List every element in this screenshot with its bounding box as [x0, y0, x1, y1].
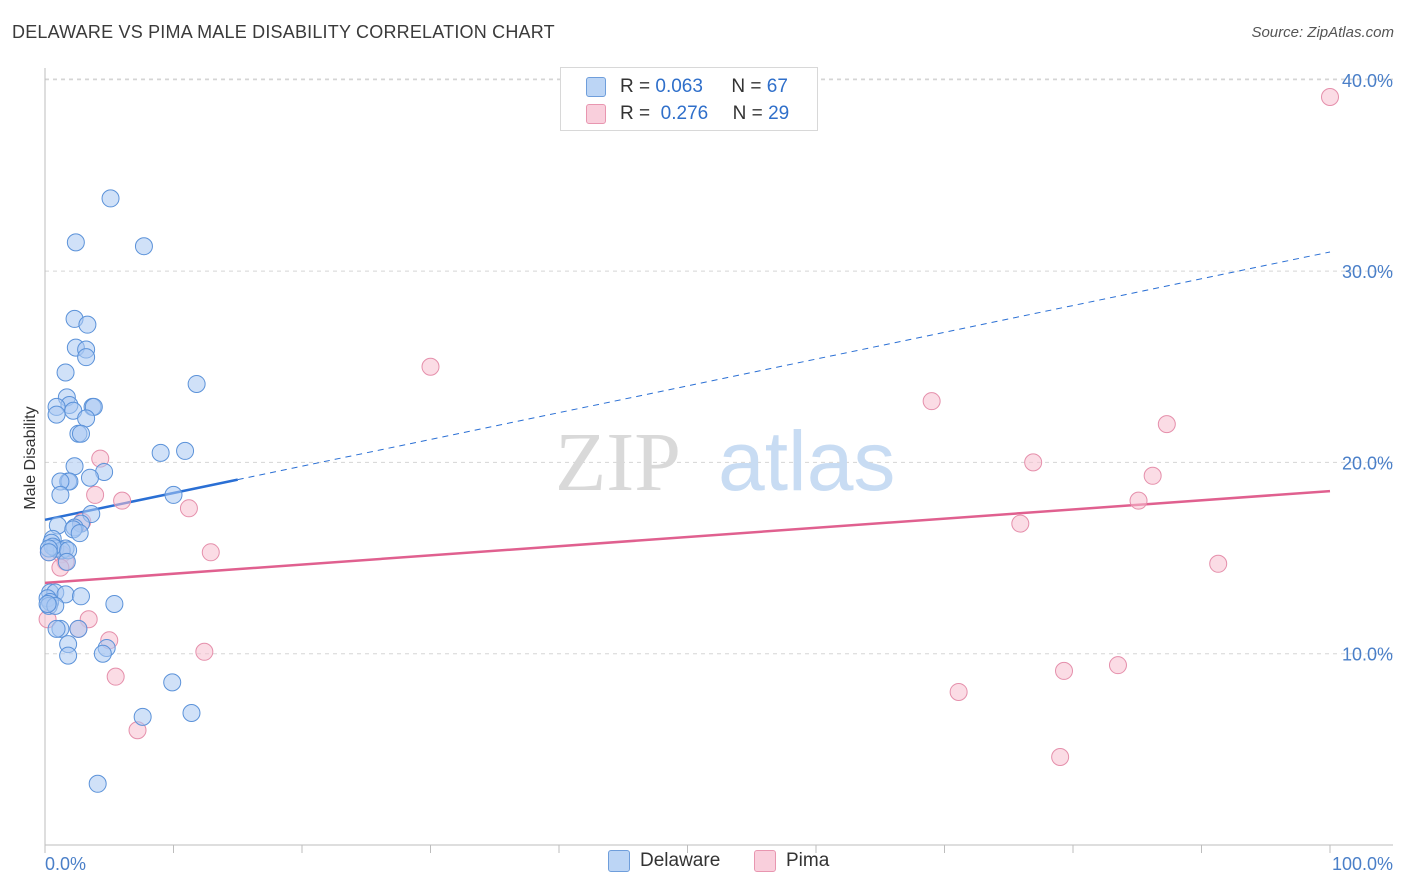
- delaware-point: [134, 237, 153, 256]
- pima-point: [1051, 748, 1070, 767]
- pima-point: [1011, 514, 1030, 533]
- pima-point: [1209, 554, 1228, 573]
- delaware-trend-line: [44, 478, 239, 522]
- delaware-n-value: 67: [766, 76, 788, 97]
- pima-trend-line: [44, 489, 1331, 585]
- pima-point: [421, 357, 440, 376]
- delaware-point: [47, 405, 66, 424]
- legend-item-pima: Pima: [754, 850, 829, 872]
- delaware-point: [77, 409, 96, 428]
- legend-row-pima: R = 0.276 N = 29: [586, 101, 789, 127]
- y-tick-label: 20.0%: [1342, 453, 1393, 473]
- delaware-point: [151, 443, 170, 462]
- y-tick-label: 30.0%: [1342, 262, 1393, 282]
- delaware-point: [65, 457, 84, 476]
- delaware-point: [47, 619, 66, 638]
- pima-r-value: 0.276: [660, 103, 709, 124]
- delaware-point: [80, 468, 99, 487]
- pima-point: [113, 491, 132, 510]
- legend-row-delaware: R = 0.063 N = 67: [586, 74, 788, 100]
- pima-n-label: N =: [732, 103, 763, 124]
- delaware-point: [176, 441, 195, 460]
- pima-point: [1143, 466, 1162, 485]
- pima-point: [1321, 88, 1339, 107]
- delaware-n-label: N =: [731, 76, 762, 97]
- delaware-swatch: [586, 77, 606, 97]
- pima-point: [201, 543, 220, 562]
- series-legend: Delaware Pima: [0, 850, 1406, 878]
- delaware-point: [56, 363, 75, 382]
- pima-r-label: R =: [620, 103, 651, 124]
- legend-delaware-swatch: [608, 850, 630, 872]
- delaware-r-value: 0.063: [655, 76, 703, 97]
- delaware-point: [51, 485, 70, 504]
- delaware-r-label: R =: [620, 76, 651, 97]
- pima-point: [106, 667, 125, 686]
- delaware-point: [38, 594, 57, 613]
- pima-point: [1055, 661, 1074, 680]
- legend-pima-label: Pima: [786, 850, 830, 871]
- pima-point: [949, 682, 968, 701]
- watermark: ZIP atlas: [555, 414, 895, 509]
- delaware-point: [71, 424, 90, 443]
- pima-n-value: 29: [768, 103, 790, 124]
- correlation-legend: R = 0.063 N = 67 R = 0.276 N = 29: [560, 67, 818, 131]
- y-tick-label: 10.0%: [1342, 645, 1393, 665]
- delaware-point: [105, 594, 124, 613]
- pima-point: [195, 642, 214, 661]
- delaware-point: [77, 348, 96, 367]
- chart-title: DELAWARE VS PIMA MALE DISABILITY CORRELA…: [12, 22, 555, 42]
- x-tick-label-min: 0.0%: [45, 854, 86, 874]
- delaware-point: [69, 619, 88, 638]
- delaware-point: [57, 552, 76, 571]
- pima-point: [1129, 491, 1148, 510]
- delaware-point: [93, 644, 112, 663]
- x-tick-label-max: 100.0%: [1332, 854, 1393, 874]
- legend-delaware-label: Delaware: [640, 850, 721, 871]
- delaware-point: [59, 646, 78, 665]
- axis-labels: 10.0% 20.0% 30.0% 40.0% 0.0% 100.0% Male Disab…: [22, 71, 1393, 874]
- pima-swatch: [586, 104, 606, 124]
- delaware-point: [66, 233, 85, 252]
- delaware-point: [71, 587, 90, 606]
- pima-point: [1024, 453, 1043, 472]
- delaware-trend-extension: [237, 251, 1331, 481]
- watermark-atlas: atlas: [718, 414, 895, 508]
- pima-point: [922, 392, 941, 411]
- delaware-point: [133, 707, 152, 726]
- delaware-point: [70, 524, 89, 543]
- delaware-point: [39, 543, 58, 562]
- pima-point: [179, 499, 198, 518]
- pima-point: [86, 485, 105, 504]
- delaware-point: [78, 315, 97, 334]
- delaware-point: [187, 374, 206, 393]
- y-axis-title: Male Disability: [22, 406, 39, 509]
- axes: [44, 68, 1393, 853]
- data-points: [38, 88, 1339, 793]
- delaware-point: [182, 704, 201, 723]
- watermark-zip: ZIP: [555, 416, 681, 509]
- trend-lines: [44, 251, 1331, 585]
- delaware-point: [163, 673, 182, 692]
- pima-point: [1157, 415, 1176, 434]
- source-label: Source: ZipAtlas.com: [1251, 24, 1394, 41]
- delaware-point: [164, 485, 183, 504]
- delaware-point: [101, 189, 120, 208]
- y-tick-label: 40.0%: [1342, 71, 1393, 91]
- legend-item-delaware: Delaware: [608, 850, 720, 872]
- legend-pima-swatch: [754, 850, 776, 872]
- pima-point: [1108, 656, 1127, 675]
- delaware-point: [88, 774, 107, 793]
